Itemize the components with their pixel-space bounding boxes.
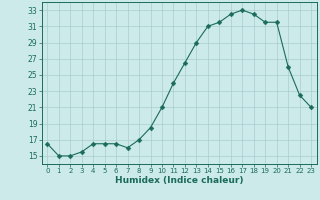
X-axis label: Humidex (Indice chaleur): Humidex (Indice chaleur) (115, 176, 244, 185)
